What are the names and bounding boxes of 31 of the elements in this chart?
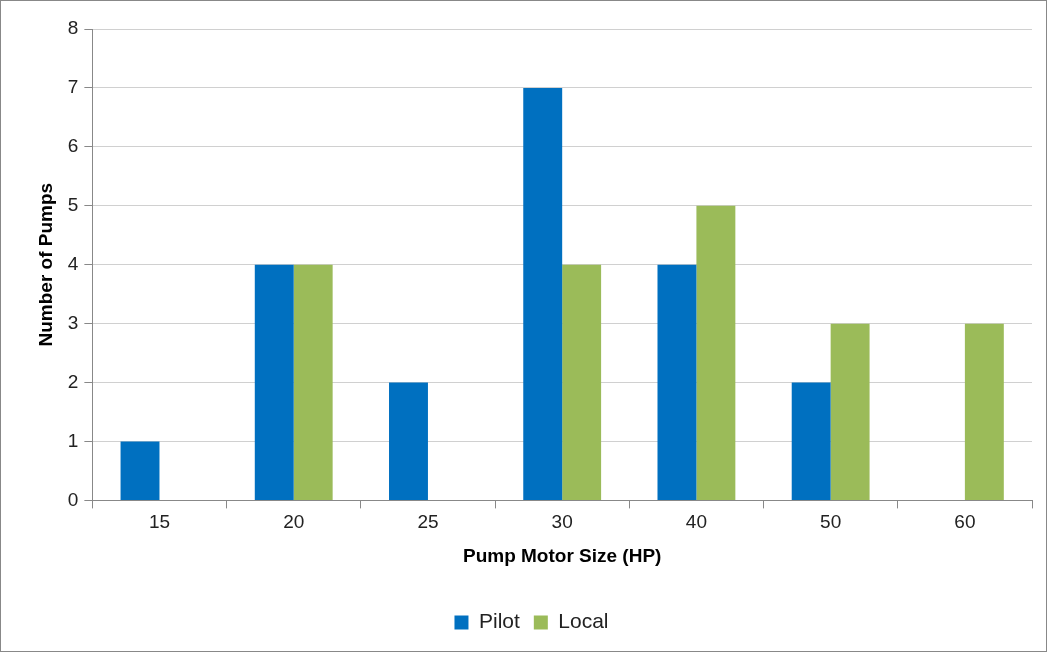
bar [562,264,602,500]
bar [964,323,1004,500]
y-tick-label: 6 [67,135,79,157]
bar [657,264,697,500]
legend-label: Pilot [478,609,520,633]
y-tick-label: 8 [67,17,79,39]
bar [696,205,736,500]
bar [254,264,294,500]
y-tick-label: 0 [67,488,79,510]
x-axis-title: Pump Motor Size (HP) [462,544,662,566]
x-tick-label: 15 [148,511,171,533]
legend-label: Local [558,609,609,633]
bar [830,323,870,500]
y-tick-label: 2 [67,370,79,392]
y-tick-label: 4 [67,252,79,274]
bar [120,441,160,500]
bar [293,264,333,500]
y-tick-label: 1 [67,429,79,451]
x-tick-label: 30 [551,511,573,533]
x-tick-label: 60 [954,511,976,533]
bar [791,382,831,500]
y-tick-label: 3 [67,311,79,333]
bar [389,382,428,500]
y-tick-label: 7 [67,76,79,98]
x-tick-label: 20 [283,511,305,533]
y-axis-title: Number of Pumps [34,182,56,347]
bar [523,87,563,500]
x-tick-label: 50 [820,511,842,533]
x-tick-label: 40 [685,511,707,533]
x-tick-label: 25 [417,511,439,533]
y-tick-label: 5 [67,194,79,216]
